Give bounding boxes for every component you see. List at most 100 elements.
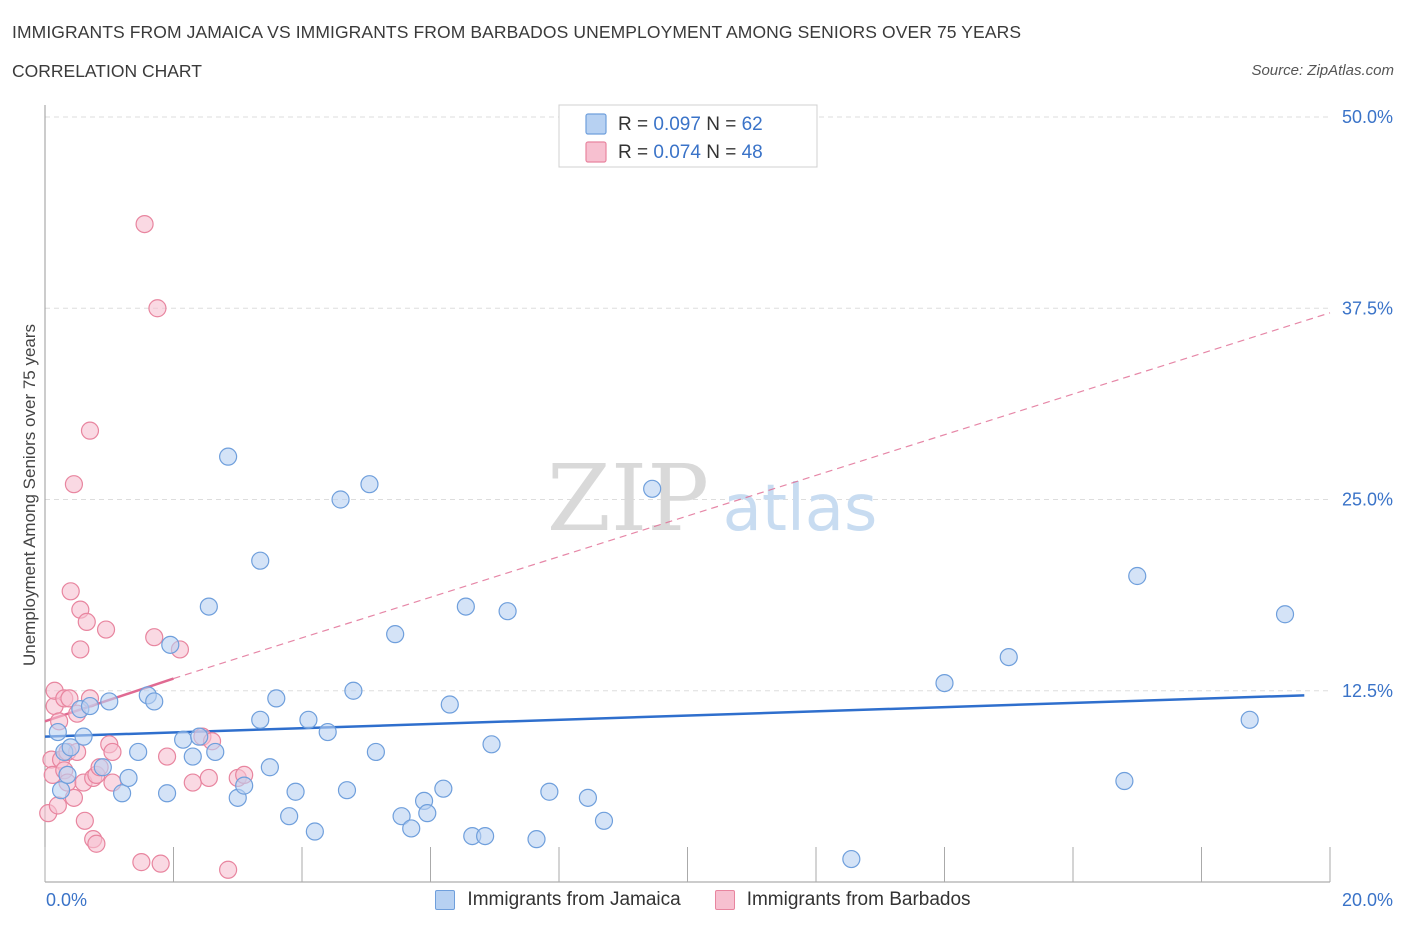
jamaica-point	[1275, 605, 1295, 624]
barbados-point	[183, 773, 202, 792]
jamaica-point	[299, 710, 318, 729]
jamaica-point	[305, 822, 324, 841]
jamaica-point	[318, 722, 337, 742]
jamaica-point	[280, 807, 299, 826]
y-tick-labels: 12.5% 25.0% 37.5% 50.0%	[1342, 107, 1393, 701]
jamaica-point	[260, 758, 279, 777]
jamaica-point	[74, 727, 93, 746]
jamaica-point	[48, 722, 67, 742]
data-points	[39, 215, 1295, 879]
jamaica-point	[999, 647, 1018, 667]
jamaica-point	[482, 735, 501, 754]
jamaica-point	[440, 695, 459, 714]
axes	[44, 105, 1331, 883]
jamaica-point	[112, 784, 132, 803]
legend-stats-barbados: R = 0.074 N = 48	[618, 142, 763, 163]
legend-label-jamaica: Immigrants from Jamaica	[467, 889, 681, 910]
jamaica-point	[360, 475, 379, 494]
barbados-point	[75, 811, 94, 830]
barbados-point	[80, 421, 100, 440]
jamaica-point	[386, 625, 405, 644]
stats-legend: R = 0.097 N = 62 R = 0.074 N = 48	[558, 104, 818, 168]
jamaica-point	[935, 673, 954, 693]
jamaica-point	[402, 819, 421, 838]
jamaica-point	[337, 781, 357, 800]
jamaica-point	[1240, 710, 1259, 729]
barbados-trend-extension	[173, 312, 1331, 680]
jamaica-point	[100, 692, 119, 711]
barbados-point	[77, 612, 96, 632]
barbados-point	[145, 628, 164, 647]
jamaica-point	[199, 597, 218, 616]
barbados-point	[157, 747, 177, 766]
jamaica-point	[119, 768, 138, 788]
barbados-point	[87, 834, 106, 853]
jamaica-point	[344, 681, 363, 700]
jamaica-point	[594, 811, 614, 830]
jamaica-point	[842, 849, 861, 869]
barbados-point	[135, 215, 154, 234]
legend-swatch-jamaica	[585, 113, 607, 135]
barbados-point	[132, 853, 151, 872]
jamaica-point	[392, 807, 411, 826]
watermark-zip: ZIP	[547, 445, 709, 552]
y-tick-label: 25.0%	[1342, 490, 1393, 510]
jamaica-point	[93, 758, 112, 777]
x-axis-min-label: 0.0%	[46, 890, 88, 910]
legend-swatch-barbados	[585, 141, 607, 163]
jamaica-point	[206, 742, 225, 762]
barbados-point	[219, 860, 238, 879]
y-tick-label: 12.5%	[1342, 681, 1393, 701]
jamaica-point	[174, 730, 193, 749]
jamaica-trend-line	[44, 694, 1305, 738]
jamaica-point	[527, 830, 546, 849]
legend-stats-jamaica: R = 0.097 N = 62	[618, 114, 763, 135]
source-credit: Source: ZipAtlas.com	[1251, 62, 1394, 79]
legend-swatch-barbados	[714, 890, 735, 910]
legend-item-jamaica: Immigrants from Jamaica	[435, 889, 681, 911]
jamaica-point	[578, 788, 598, 807]
barbados-point	[151, 854, 170, 873]
watermark: ZIP atlas	[547, 445, 877, 552]
legend-label-barbados: Immigrants from Barbados	[746, 889, 971, 910]
barbados-point	[64, 475, 84, 494]
barbados-point	[148, 299, 167, 318]
x-axis-max-label: 20.0%	[1341, 890, 1393, 910]
jamaica-point	[267, 689, 286, 708]
jamaica-point	[434, 779, 453, 798]
jamaica-point	[80, 696, 100, 716]
y-axis-label: Unemployment Among Seniors over 75 years	[20, 324, 39, 666]
y-tick-label: 50.0%	[1342, 107, 1393, 127]
jamaica-point	[157, 784, 177, 803]
jamaica-point	[219, 447, 238, 466]
jamaica-point	[251, 710, 270, 729]
jamaica-point	[183, 747, 202, 766]
jamaica-point	[643, 479, 662, 498]
gridlines	[45, 116, 1330, 692]
y-tick-label: 37.5%	[1342, 298, 1393, 318]
jamaica-point	[58, 765, 77, 785]
barbados-point	[71, 640, 90, 659]
jamaica-point	[51, 781, 71, 800]
series-legend: Immigrants from Jamaica Immigrants from …	[0, 889, 1406, 911]
jamaica-point	[366, 742, 385, 762]
jamaica-point	[498, 602, 517, 621]
jamaica-point	[1128, 566, 1147, 586]
barbados-point	[61, 582, 80, 601]
jamaica-point	[129, 742, 148, 762]
jamaica-point	[161, 635, 180, 654]
jamaica-point	[61, 738, 80, 757]
jamaica-point	[190, 727, 209, 746]
barbados-point	[60, 689, 79, 708]
barbados-point	[96, 620, 116, 639]
jamaica-point	[418, 804, 437, 823]
legend-item-barbados: Immigrants from Barbados	[714, 889, 971, 911]
jamaica-point	[235, 776, 254, 795]
jamaica-point	[331, 490, 350, 509]
barbados-point	[48, 796, 67, 815]
barbados-point	[103, 742, 122, 762]
barbados-point	[199, 768, 218, 788]
jamaica-point	[145, 692, 164, 711]
chart-subtitle: CORRELATION CHART	[12, 61, 202, 81]
